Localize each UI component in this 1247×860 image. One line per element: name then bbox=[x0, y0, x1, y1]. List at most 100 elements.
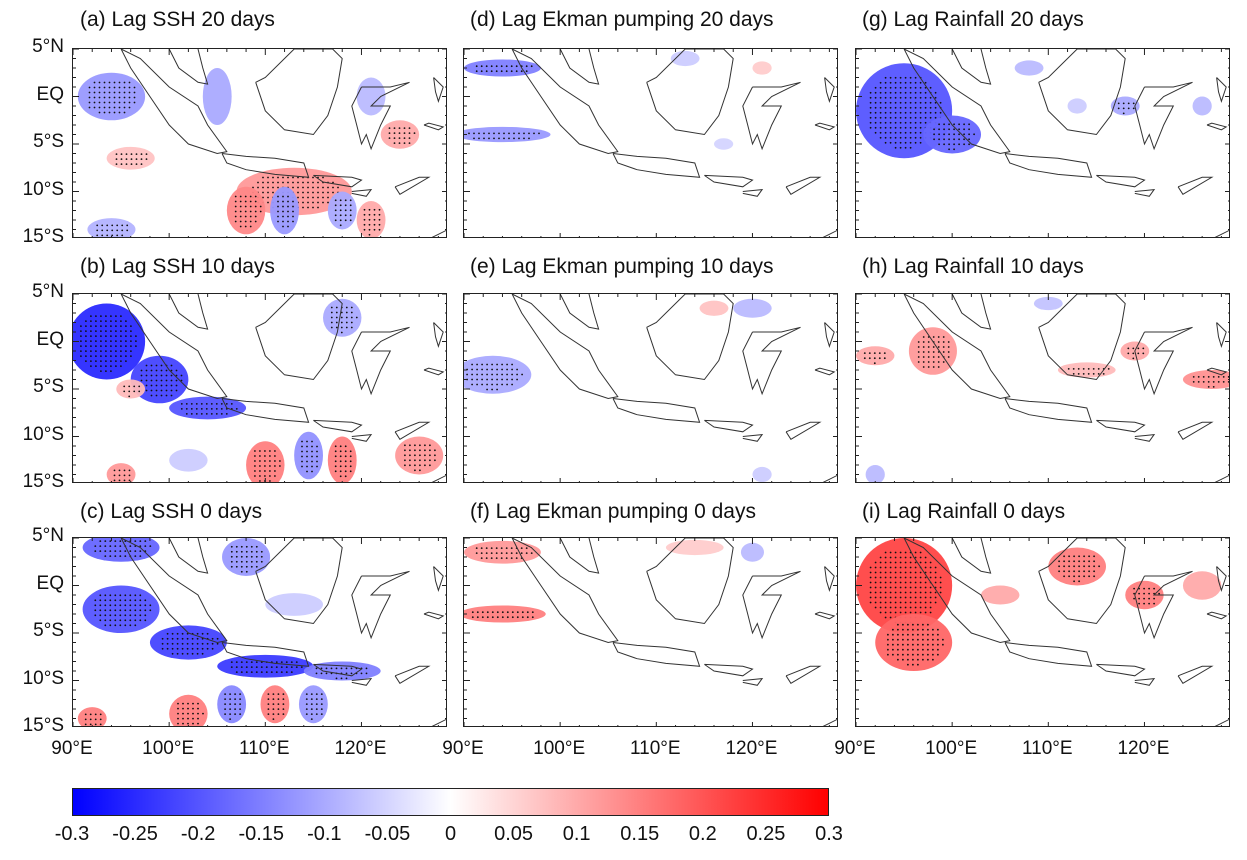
anomaly-g-5 bbox=[1067, 98, 1087, 114]
anomaly-b-10 bbox=[169, 448, 208, 472]
significance-dots-a-0 bbox=[88, 81, 136, 114]
significance-dots-c-9 bbox=[305, 693, 323, 720]
colorbar-tick-label: -0.3 bbox=[54, 823, 90, 845]
anomaly-d-0 bbox=[464, 59, 541, 77]
map-panel-f bbox=[463, 537, 838, 727]
coastlines-a bbox=[120, 49, 446, 237]
x-tick-label: 100°E bbox=[925, 738, 978, 759]
map-c-svg bbox=[73, 538, 446, 726]
significance-dots-f-0 bbox=[475, 547, 533, 559]
coastlines-c bbox=[120, 538, 446, 726]
anomaly-f-1 bbox=[464, 605, 546, 623]
ticks-f bbox=[464, 538, 837, 726]
anomaly-g-4 bbox=[1192, 96, 1212, 116]
panel-title-d: (d) Lag Ekman pumping 20 days bbox=[470, 8, 774, 31]
ticks-h bbox=[856, 294, 1229, 482]
x-tick-label: 120°E bbox=[334, 738, 387, 759]
anomaly-f-0 bbox=[464, 540, 541, 564]
coastlines-h bbox=[903, 294, 1229, 482]
significance-dots-i-2 bbox=[1058, 555, 1100, 583]
y-tick-label: 10°S bbox=[22, 667, 64, 689]
map-d-svg bbox=[464, 49, 837, 237]
map-h-svg bbox=[856, 294, 1229, 482]
significance-dots-b-6 bbox=[334, 445, 352, 478]
anomaly-h-3 bbox=[1057, 362, 1116, 378]
anomaly-h-6 bbox=[865, 465, 885, 482]
anomaly-a-8 bbox=[87, 218, 136, 237]
significance-dots-c-6 bbox=[177, 702, 204, 725]
significance-dots-a-9 bbox=[388, 127, 416, 144]
significance-dots-c-1 bbox=[94, 594, 152, 627]
anomaly-e-1 bbox=[733, 298, 772, 318]
anomaly-b-6 bbox=[327, 436, 357, 482]
anomaly-b-7 bbox=[106, 463, 136, 482]
ticks-i bbox=[856, 538, 1229, 726]
significance-dots-b-1 bbox=[140, 364, 183, 397]
anomaly-h-0 bbox=[908, 327, 957, 375]
significance-dots-a-5 bbox=[277, 195, 294, 228]
colorbar-tick-label: -0.2 bbox=[180, 823, 216, 845]
anomaly-d-1 bbox=[464, 126, 551, 143]
x-tick-label: 100°E bbox=[142, 738, 195, 759]
significance-dots-b-5 bbox=[301, 440, 318, 473]
y-tick-label: 5°S bbox=[33, 131, 64, 152]
anomaly-a-6 bbox=[327, 191, 357, 230]
significance-dots-i-3 bbox=[1133, 587, 1160, 605]
significance-dots-g-3 bbox=[1117, 102, 1135, 115]
y-tick-label: 5°N bbox=[32, 36, 64, 57]
significance-dots-b-4 bbox=[254, 450, 281, 482]
significance-dots-h-1 bbox=[863, 352, 886, 365]
y-tick-label: 5°N bbox=[32, 281, 64, 302]
ticks-b bbox=[73, 294, 446, 482]
significance-dots-b-3 bbox=[123, 385, 141, 398]
coastlines-d bbox=[511, 49, 837, 237]
x-tick-label: 90°E bbox=[51, 738, 93, 759]
anomaly-a-5 bbox=[270, 186, 299, 235]
ticks-a bbox=[73, 49, 446, 237]
anomaly-i-4 bbox=[1182, 571, 1222, 600]
colorbar-tick-label: 0.3 bbox=[815, 823, 843, 845]
significance-dots-a-4 bbox=[234, 195, 262, 228]
anomaly-b-3 bbox=[116, 379, 146, 399]
anomaly-i-5 bbox=[981, 585, 1020, 605]
anomaly-g-1 bbox=[923, 115, 981, 154]
anomaly-f-3 bbox=[740, 542, 764, 562]
colorbar bbox=[72, 788, 829, 816]
y-tick-label: 5°N bbox=[32, 525, 64, 546]
significance-dots-i-0 bbox=[869, 551, 942, 624]
anomaly-d-4 bbox=[752, 61, 772, 75]
anomaly-c-1 bbox=[82, 585, 160, 633]
map-b-svg bbox=[73, 294, 446, 482]
map-g-svg bbox=[856, 49, 1229, 237]
coastlines-f bbox=[511, 538, 837, 726]
anomaly-c-10 bbox=[77, 707, 107, 726]
anomaly-c-9 bbox=[298, 685, 328, 724]
anomaly-e-2 bbox=[699, 300, 729, 316]
map-a-svg bbox=[73, 49, 446, 237]
coastlines-b bbox=[120, 294, 446, 482]
coastlines-i bbox=[903, 538, 1229, 726]
significance-dots-h-4 bbox=[1127, 347, 1145, 360]
colorbar-tick-label: -0.15 bbox=[238, 823, 285, 845]
significance-dots-e-0 bbox=[466, 363, 523, 391]
anomaly-c-4 bbox=[303, 661, 381, 681]
colorbar-tick-label: -0.25 bbox=[112, 823, 158, 845]
anomaly-h-2 bbox=[1182, 370, 1229, 389]
x-tick-label: 120°E bbox=[725, 738, 778, 759]
anomaly-i-2 bbox=[1048, 547, 1106, 586]
coastlines-e bbox=[511, 294, 837, 482]
anomaly-d-3 bbox=[714, 138, 734, 150]
anomaly-b-1 bbox=[130, 355, 189, 404]
significance-dots-a-8 bbox=[96, 224, 129, 237]
significance-dots-c-5 bbox=[230, 545, 263, 573]
colorbar-tick-label: 0.15 bbox=[620, 823, 660, 845]
significance-dots-b-2 bbox=[180, 403, 238, 415]
x-tick-label: 110°E bbox=[1022, 738, 1073, 759]
significance-dots-d-0 bbox=[475, 65, 533, 73]
y-tick-label: 10°S bbox=[22, 423, 64, 445]
anomaly-a-0 bbox=[77, 72, 146, 121]
anomaly-g-2 bbox=[1014, 60, 1044, 76]
map-panel-e bbox=[463, 293, 838, 483]
anomaly-c-2 bbox=[149, 625, 227, 660]
map-panel-a bbox=[72, 48, 447, 238]
